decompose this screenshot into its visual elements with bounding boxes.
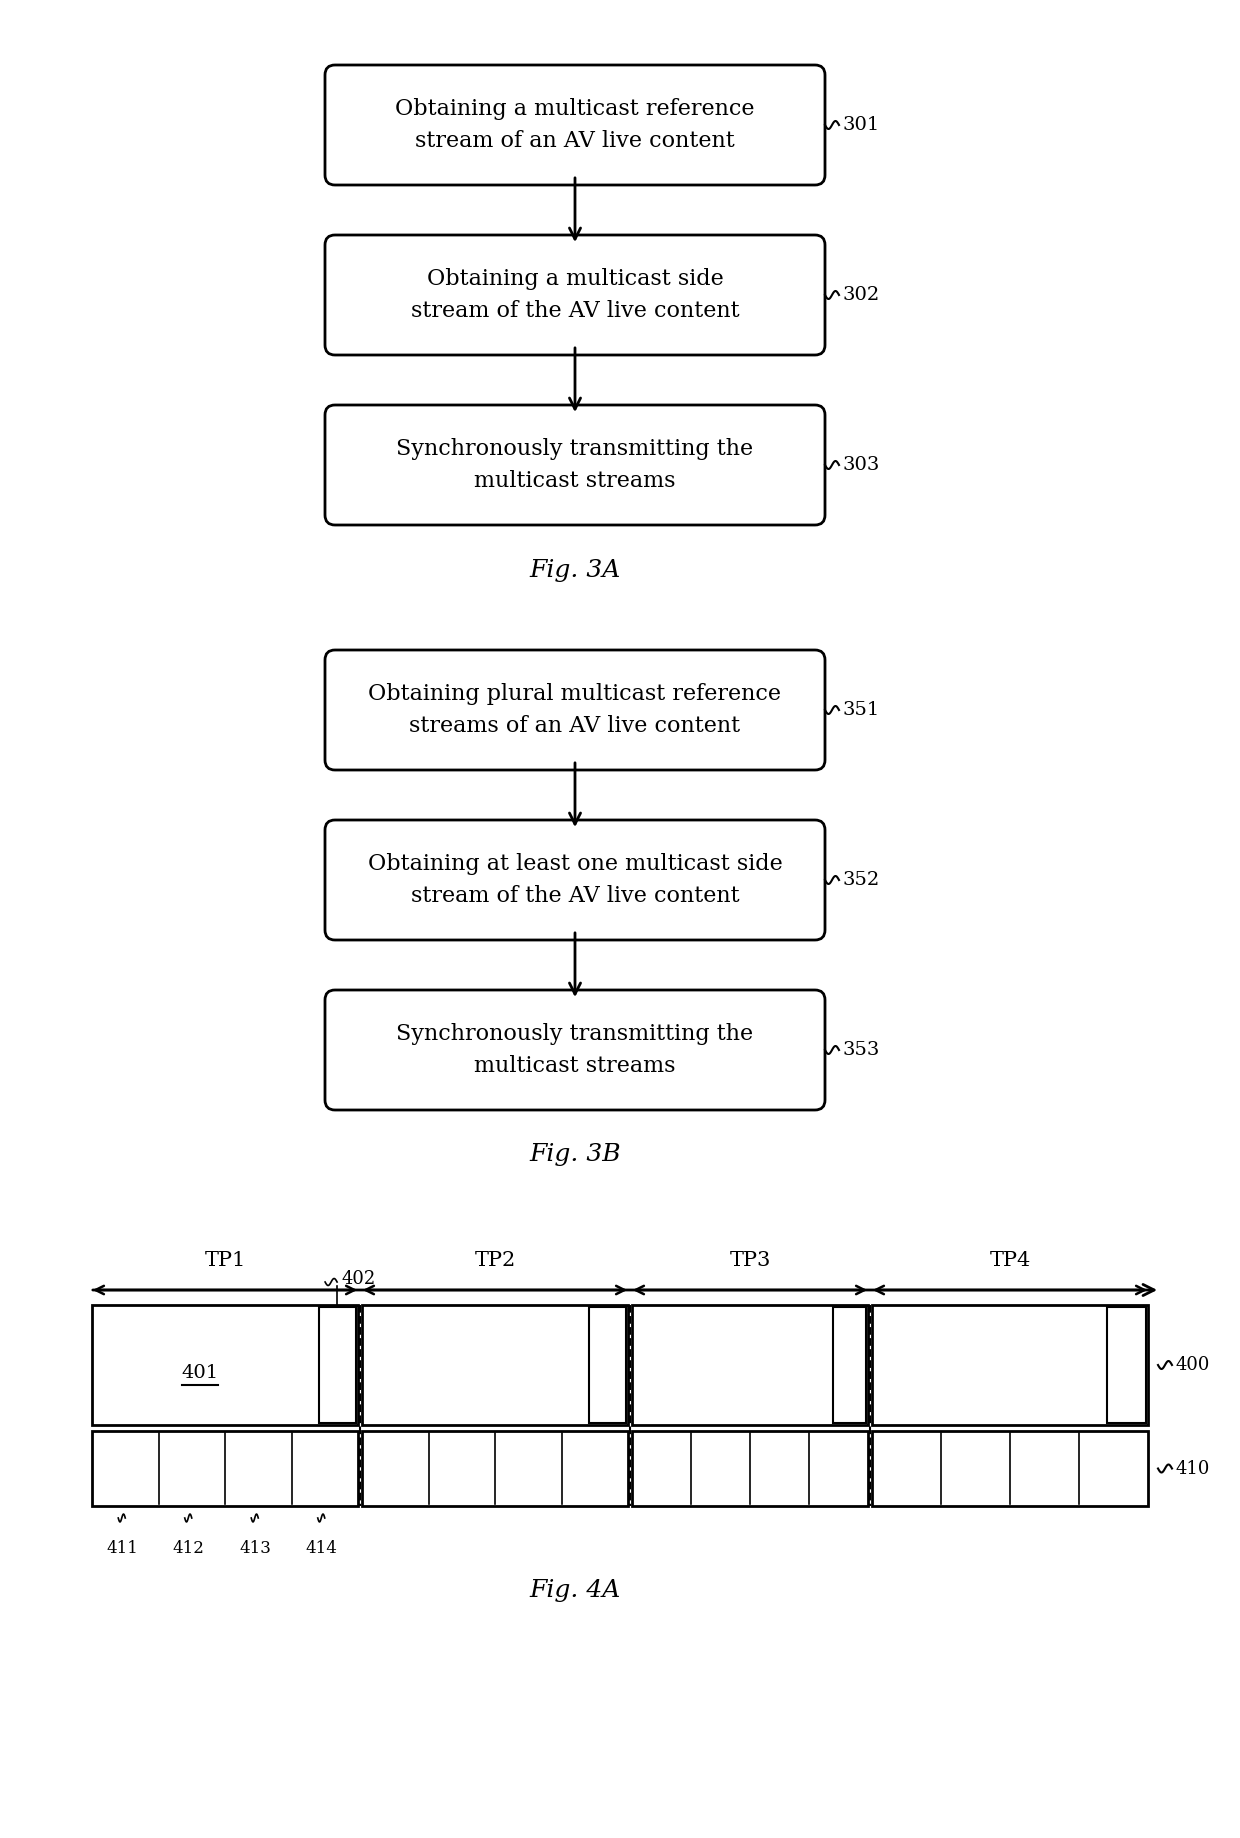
Text: Fig. 3A: Fig. 3A — [529, 559, 621, 581]
Text: 414: 414 — [306, 1540, 337, 1557]
FancyBboxPatch shape — [325, 404, 825, 526]
Text: 401: 401 — [181, 1364, 218, 1382]
FancyBboxPatch shape — [325, 235, 825, 355]
Text: 413: 413 — [239, 1540, 272, 1557]
Text: 353: 353 — [843, 1040, 880, 1059]
Text: 402: 402 — [341, 1270, 376, 1288]
Text: 303: 303 — [843, 456, 880, 474]
Bar — [362, 1305, 627, 1424]
Text: 301: 301 — [843, 116, 880, 134]
Bar — [1107, 1307, 1146, 1423]
Text: Obtaining at least one multicast side
stream of the AV live content: Obtaining at least one multicast side st… — [367, 853, 782, 908]
Text: 351: 351 — [843, 700, 880, 719]
Text: TP1: TP1 — [205, 1252, 246, 1270]
Bar — [872, 1432, 1148, 1505]
Text: Synchronously transmitting the
multicast streams: Synchronously transmitting the multicast… — [397, 1024, 754, 1077]
FancyBboxPatch shape — [325, 820, 825, 939]
Bar — [319, 1307, 356, 1423]
Bar — [632, 1432, 868, 1505]
Text: TP2: TP2 — [475, 1252, 516, 1270]
Text: 411: 411 — [107, 1540, 138, 1557]
Bar — [92, 1432, 358, 1505]
Bar — [872, 1305, 1148, 1424]
Bar — [589, 1307, 626, 1423]
Text: TP3: TP3 — [729, 1252, 771, 1270]
Text: TP4: TP4 — [990, 1252, 1030, 1270]
Text: 412: 412 — [172, 1540, 205, 1557]
FancyBboxPatch shape — [325, 64, 825, 186]
Text: 400: 400 — [1176, 1356, 1210, 1375]
Text: Fig. 3B: Fig. 3B — [529, 1143, 621, 1167]
Bar — [833, 1307, 866, 1423]
Text: Obtaining plural multicast reference
streams of an AV live content: Obtaining plural multicast reference str… — [368, 684, 781, 737]
Bar — [362, 1432, 627, 1505]
Text: Synchronously transmitting the
multicast streams: Synchronously transmitting the multicast… — [397, 437, 754, 493]
Text: 352: 352 — [843, 871, 880, 890]
FancyBboxPatch shape — [325, 651, 825, 770]
Bar — [92, 1305, 358, 1424]
Text: 302: 302 — [843, 287, 880, 303]
Bar — [632, 1305, 868, 1424]
Text: 410: 410 — [1176, 1459, 1210, 1478]
Text: Fig. 4A: Fig. 4A — [529, 1579, 621, 1603]
Text: Obtaining a multicast reference
stream of an AV live content: Obtaining a multicast reference stream o… — [396, 97, 755, 153]
Text: Obtaining a multicast side
stream of the AV live content: Obtaining a multicast side stream of the… — [410, 268, 739, 322]
FancyBboxPatch shape — [325, 991, 825, 1110]
